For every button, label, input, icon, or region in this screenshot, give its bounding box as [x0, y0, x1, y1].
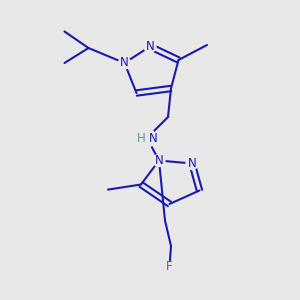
Circle shape: [138, 129, 156, 147]
Text: H: H: [137, 131, 146, 145]
Circle shape: [153, 154, 165, 166]
Circle shape: [118, 57, 130, 69]
Text: N: N: [146, 40, 154, 53]
Circle shape: [144, 40, 156, 52]
Text: N: N: [120, 56, 129, 70]
Circle shape: [164, 262, 175, 272]
Text: F: F: [166, 260, 173, 274]
Text: N: N: [148, 131, 157, 145]
Circle shape: [186, 158, 198, 169]
Text: N: N: [154, 154, 164, 167]
Text: N: N: [188, 157, 196, 170]
